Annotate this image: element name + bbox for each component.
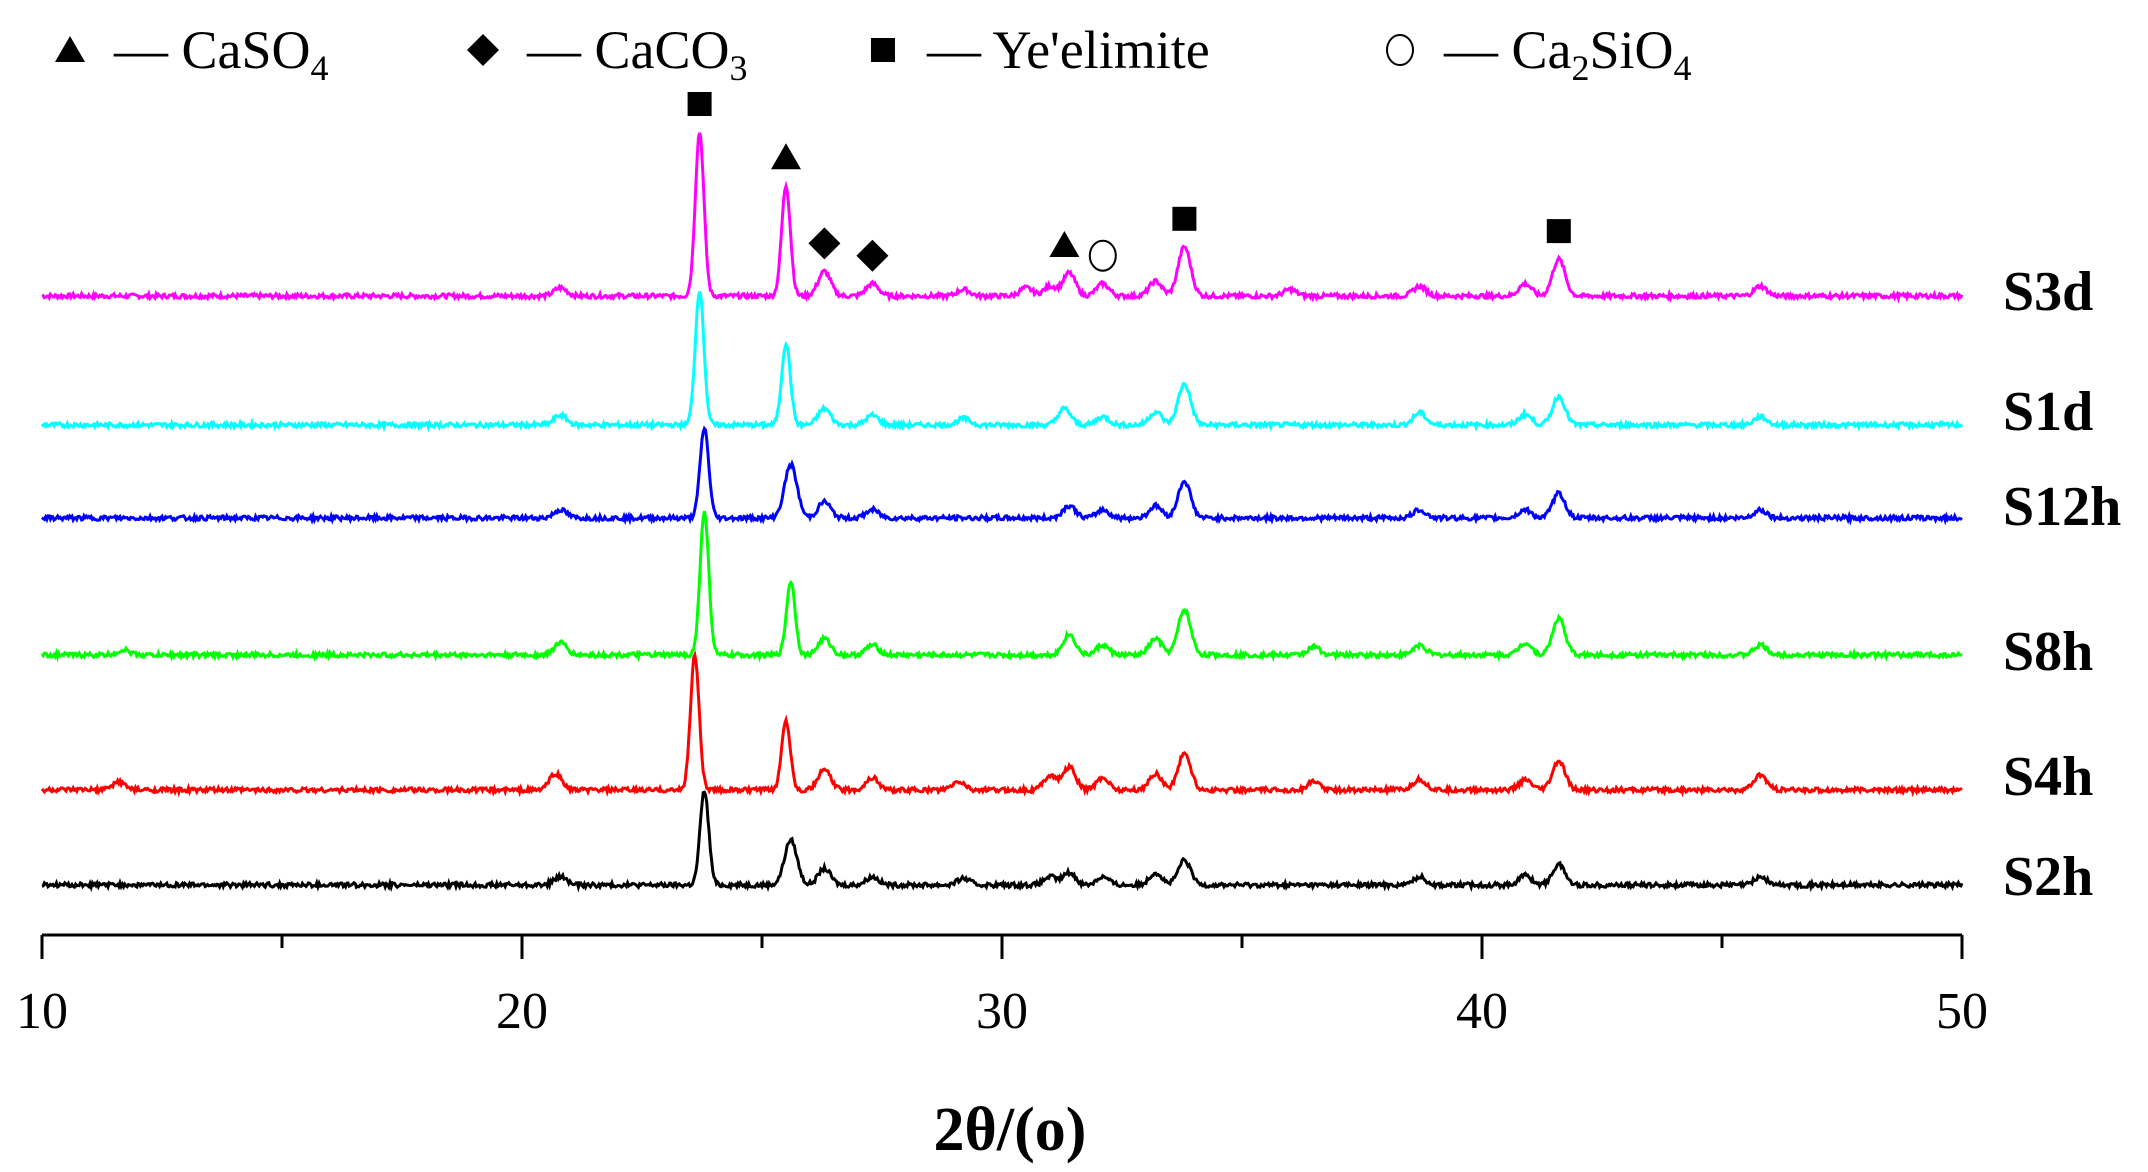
series-label-S1d: S1d xyxy=(2003,381,2093,443)
x-tick-label: 10 xyxy=(16,983,68,1040)
series-line-S1d xyxy=(40,291,1964,433)
series-label-S2h: S2h xyxy=(2003,846,2093,908)
x-axis-title: 2θ/(o) xyxy=(934,1096,1087,1164)
legend-item-diamond: — CaCO3 xyxy=(467,20,748,88)
legend-item-circle: — Ca2SiO4 xyxy=(1386,20,1692,88)
legend: — CaSO4 — CaCO3 — Ye'elimite — Ca2SiO4 xyxy=(55,20,1692,88)
peak-marker-diamond xyxy=(856,239,889,272)
series-label-S12h: S12h xyxy=(2003,476,2121,538)
peak-marker-square xyxy=(1172,206,1197,231)
legend-label: — CaCO3 xyxy=(526,20,748,88)
series-label-S8h: S8h xyxy=(2003,621,2093,683)
peak-marker-diamond xyxy=(808,227,841,260)
x-tick-label: 40 xyxy=(1456,983,1508,1040)
legend-label: — Ca2SiO4 xyxy=(1443,20,1692,88)
plot-area: S3d S1d S12h S8h S4h S2h xyxy=(40,92,2121,908)
peak-marker-square xyxy=(1546,219,1571,244)
peak-marker-triangle xyxy=(1049,231,1080,258)
peak-marker-square xyxy=(687,92,712,116)
series-line-S12h xyxy=(40,425,1963,526)
legend-marker-circle xyxy=(1386,34,1414,66)
legend-marker-triangle xyxy=(55,36,85,62)
x-tick-label: 20 xyxy=(496,983,548,1040)
legend-item-square: — Ye'elimite xyxy=(871,20,1210,80)
series-label-S3d: S3d xyxy=(2003,261,2093,323)
series-line-S4h xyxy=(40,649,1963,798)
x-tick-label: 30 xyxy=(976,983,1028,1040)
legend-item-triangle: — CaSO4 xyxy=(55,20,329,88)
series-line-S3d xyxy=(41,132,1964,304)
legend-label: — CaSO4 xyxy=(113,20,329,88)
series-label-S4h: S4h xyxy=(2003,746,2093,808)
peak-marker-triangle xyxy=(771,143,801,170)
series-line-S8h xyxy=(40,510,1963,663)
peak-marker-circle xyxy=(1088,239,1117,272)
legend-label: — Ye'elimite xyxy=(926,20,1210,80)
x-axis: 10 20 30 40 50 xyxy=(16,933,1988,1040)
legend-marker-square xyxy=(871,38,895,62)
legend-marker-diamond xyxy=(467,34,499,66)
x-tick-label: 50 xyxy=(1936,983,1988,1040)
series-line-S2h xyxy=(41,790,1964,893)
